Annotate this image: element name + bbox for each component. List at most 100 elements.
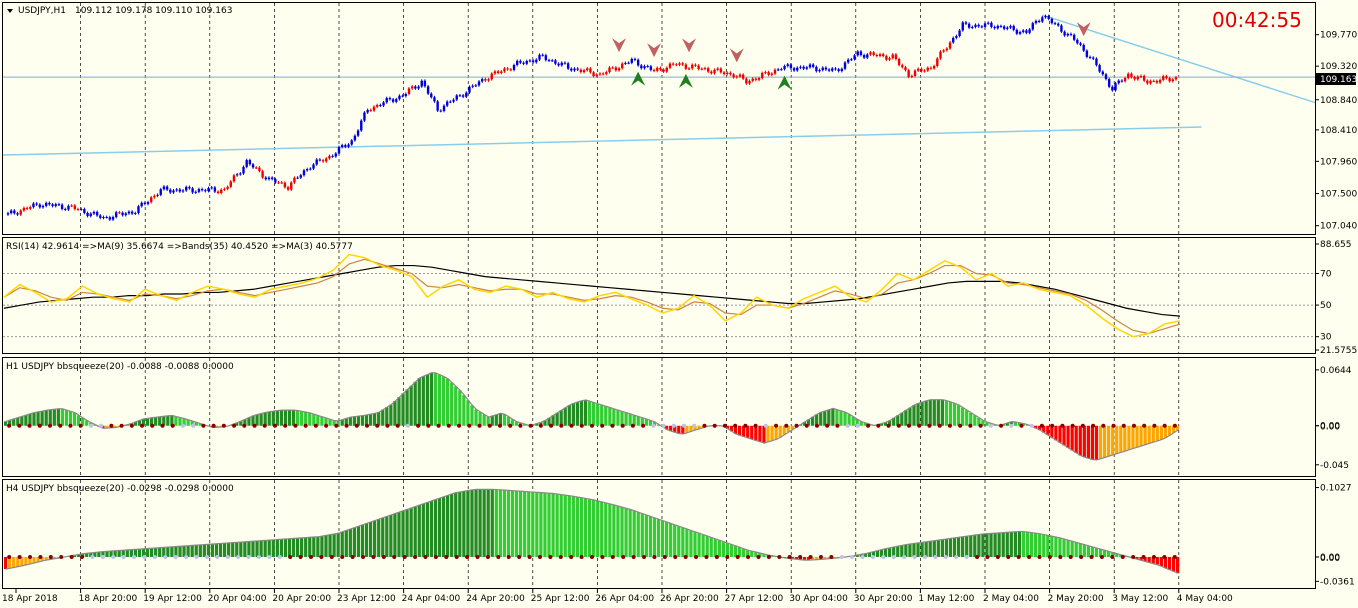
squeeze-bar [145, 418, 150, 426]
y-tick-label: 21.5755 [1320, 346, 1357, 356]
current-price-tag [1316, 73, 1356, 85]
squeeze-bar [344, 530, 348, 557]
squeeze-bar [368, 521, 373, 557]
squeeze-dot [272, 423, 277, 428]
squeeze-bar [827, 409, 831, 426]
squeeze-dot [256, 554, 261, 559]
squeeze-dot [845, 423, 850, 428]
squeeze-outline [5, 488, 1179, 574]
candle-body [340, 145, 344, 148]
squeeze-bar [389, 404, 393, 426]
squeeze-bar [300, 537, 304, 557]
candle-body [1104, 74, 1108, 80]
squeeze-bar [186, 545, 190, 557]
trendlines [2, 14, 1316, 156]
squeeze-bar [1139, 556, 1143, 561]
squeeze-dot [798, 554, 803, 559]
squeeze-dot [37, 423, 42, 428]
squeeze-bar [52, 556, 56, 559]
candle-body [477, 81, 481, 86]
candle-body [808, 64, 812, 68]
squeeze-dot [673, 554, 678, 559]
candle-body [1127, 73, 1130, 79]
squeeze-bar [1005, 422, 1009, 426]
chevron-down-icon[interactable] [7, 9, 13, 13]
squeeze-bar [1038, 425, 1042, 431]
squeeze-bar [904, 544, 908, 557]
y-tick-label: 108.840 [1320, 96, 1357, 106]
squeeze-bar [892, 546, 896, 557]
candle-body [181, 190, 185, 192]
candle-body [6, 213, 10, 215]
squeeze-bar [924, 541, 928, 557]
candle-body [1092, 57, 1095, 59]
squeeze-bar [973, 415, 977, 426]
squeeze-dot [1058, 554, 1063, 559]
squeeze-bar [770, 425, 774, 441]
candle-body [178, 189, 182, 192]
candle-body [598, 73, 602, 75]
squeeze-dot [1110, 554, 1115, 559]
time-label: 25 Apr 12:00 [531, 594, 590, 604]
candle-body [770, 73, 774, 75]
squeeze-bar [628, 414, 632, 426]
candle-body [16, 213, 19, 215]
squeeze-bar [486, 417, 490, 426]
squeeze-dot [896, 423, 901, 428]
squeeze-dot [27, 423, 32, 428]
squeeze-dot [559, 423, 564, 428]
candle-body [1018, 32, 1022, 34]
squeeze-bar [916, 403, 920, 426]
squeeze-dot [1142, 423, 1147, 428]
candle-body [461, 95, 465, 97]
squeeze-bar [93, 424, 97, 426]
pane-frames [2, 2, 1316, 589]
squeeze-bar [56, 408, 60, 426]
candle-body [716, 68, 719, 70]
squeeze-bar [478, 411, 482, 426]
squeeze-dot [1016, 554, 1021, 559]
squeeze-dot [923, 554, 928, 559]
squeeze-bar [948, 402, 953, 426]
candle-body [624, 62, 627, 64]
candle-body [1130, 73, 1133, 78]
candle-body [729, 72, 732, 75]
squeeze-bar [158, 416, 162, 426]
candle-body [401, 95, 404, 97]
squeeze-bar [502, 414, 507, 426]
candle-body [474, 85, 478, 87]
squeeze-bar [1123, 425, 1127, 452]
squeeze-dot [999, 423, 1004, 428]
squeeze-bar [1005, 532, 1009, 557]
candle-body [792, 68, 796, 71]
squeeze-bar [555, 494, 559, 557]
candle-body [51, 204, 54, 207]
candle-body [671, 63, 675, 65]
squeeze-bar [790, 556, 794, 559]
squeeze-bar [494, 414, 498, 426]
squeeze-bar [20, 556, 24, 566]
squeeze-bar [669, 425, 673, 432]
squeeze-dot [746, 554, 751, 559]
candle-body [1057, 23, 1060, 26]
candle-body [894, 54, 898, 60]
squeeze-dot [937, 423, 942, 428]
squeeze-bar [24, 556, 28, 565]
squeeze-bar [324, 418, 328, 426]
candle-body [576, 68, 579, 70]
squeeze-dot [508, 423, 513, 428]
squeeze-dot [150, 423, 155, 428]
squeeze-dot [537, 554, 542, 559]
squeeze-bar [36, 411, 40, 426]
squeeze-bar [677, 425, 681, 434]
candle-body [229, 181, 232, 187]
squeeze-dot [825, 423, 830, 428]
candle-body [487, 79, 490, 81]
trendline [2, 126, 1202, 156]
time-label: 30 Apr 04:00 [789, 594, 848, 604]
candle-body [617, 68, 621, 71]
candle-body [579, 69, 583, 73]
squeeze-dot [1162, 423, 1167, 428]
y-tick-label: 109.770 [1320, 31, 1357, 41]
